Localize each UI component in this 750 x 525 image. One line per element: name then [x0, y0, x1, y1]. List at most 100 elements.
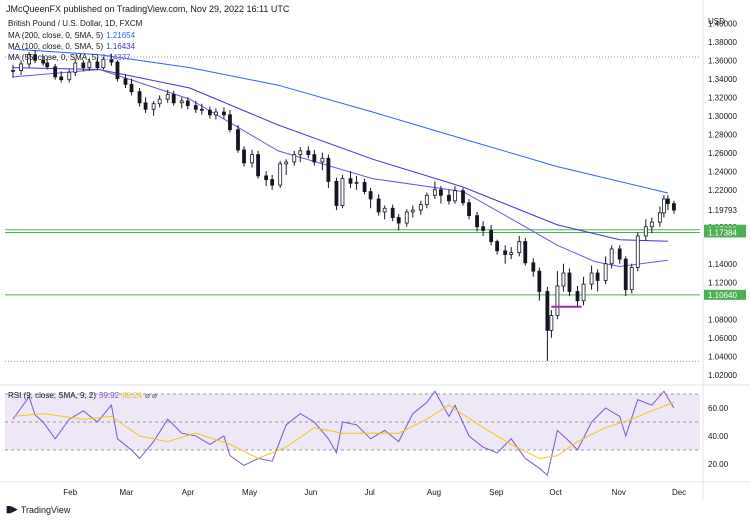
candle-body — [264, 175, 269, 180]
candle-body — [509, 252, 514, 255]
candle-body — [589, 272, 594, 285]
candle-body — [250, 154, 254, 164]
candle-body — [228, 114, 232, 131]
candle-body — [326, 157, 331, 182]
candle-body — [432, 189, 437, 196]
candle-body — [418, 204, 423, 211]
legend-ma100: MA (100, close, 0, SMA, 5) 1.16434 — [8, 42, 135, 51]
candle-body — [45, 62, 50, 68]
candle-body — [95, 61, 100, 69]
candle-body — [609, 248, 614, 265]
candle-body — [109, 58, 114, 63]
month-tick-label: Dec — [672, 488, 686, 497]
candle-body — [199, 108, 204, 111]
price-tick-label: 1.22000 — [708, 186, 737, 195]
candle-body — [467, 202, 471, 217]
candle-body — [354, 181, 359, 184]
candle-body — [672, 203, 676, 211]
legend-rsi-ma-value: 68.24 — [122, 391, 143, 400]
candle-body — [595, 272, 600, 281]
price-tick-label: 1.08000 — [708, 315, 737, 324]
month-tick-label: Jun — [304, 488, 317, 497]
candle-body — [643, 226, 648, 237]
candle-body — [661, 198, 666, 214]
month-tick-label: Oct — [549, 488, 562, 497]
candle-body — [214, 111, 218, 116]
legend-ma200-label: MA (200, close, 0, SMA, 5) — [8, 31, 104, 40]
candle-body — [334, 181, 339, 206]
candle-body — [129, 83, 134, 93]
candle-body — [635, 235, 640, 268]
moving-average-line — [12, 68, 668, 268]
candle-body — [382, 207, 387, 213]
currency-label: USD — [708, 17, 725, 26]
candle-body — [207, 109, 212, 116]
candle-body — [523, 241, 528, 264]
candle-body — [27, 54, 31, 65]
price-tick-label: 1.38000 — [708, 38, 737, 47]
candle-body — [242, 149, 246, 164]
price-tick-label: 1.28000 — [708, 130, 737, 139]
candle-body — [447, 194, 451, 202]
price-tick-label: 1.30000 — [708, 112, 737, 121]
candle-body — [11, 70, 15, 72]
candle-body — [617, 248, 622, 260]
footer-brand: ▮▶ TradingView — [6, 504, 70, 515]
candle-body — [143, 102, 148, 110]
month-tick-label: Sep — [489, 488, 504, 497]
candle-body — [312, 154, 317, 163]
candle-body — [649, 221, 654, 228]
price-tick-label: 1.34000 — [708, 75, 737, 84]
candle-body — [151, 103, 156, 110]
legend-ma100-label: MA (100, close, 0, SMA, 5) — [8, 42, 104, 51]
level-price-tag-label: 1.10640 — [708, 291, 737, 300]
candle-body — [567, 272, 572, 292]
candle-body — [489, 230, 494, 242]
level-price-tag-label: 1.17384 — [708, 228, 737, 237]
legend-rsi-value: 59.92 — [99, 391, 120, 400]
candle-body — [270, 179, 275, 186]
candle-body — [549, 315, 554, 331]
candle-body — [475, 215, 479, 228]
candle-body — [495, 241, 500, 252]
candle-body — [555, 285, 560, 316]
candle-body — [278, 163, 283, 186]
price-tick-label: 1.12000 — [708, 278, 737, 287]
candle-body — [517, 241, 522, 254]
candle-body — [390, 207, 395, 218]
candle-body — [424, 194, 429, 205]
candle-body — [179, 100, 184, 104]
legend-ma200-value: 1.21654 — [106, 31, 136, 40]
candle-body — [537, 270, 542, 292]
legend-ma100-value: 1.16434 — [106, 42, 136, 51]
candle-body — [404, 211, 409, 224]
price-tick-label: 1.24000 — [708, 167, 737, 176]
candle-body — [41, 59, 46, 64]
candle-body — [165, 94, 170, 100]
last-price-label: 1.19793 — [708, 206, 737, 215]
price-tick-label: 1.40000 — [708, 19, 737, 28]
candle-body — [629, 267, 634, 291]
candle-body — [171, 94, 176, 104]
candle-body — [306, 150, 311, 155]
month-tick-label: Jul — [365, 488, 375, 497]
candle-body — [481, 226, 485, 231]
candle-body — [298, 150, 303, 155]
rsi-tick-label: 20.00 — [708, 460, 729, 469]
level-price-tag — [704, 289, 746, 300]
candle-body — [396, 217, 401, 224]
footer-brand-text: TradingView — [20, 504, 71, 515]
price-tick-label: 1.14000 — [708, 260, 737, 269]
tradingview-logo-icon: ▮▶ — [6, 504, 17, 514]
candle-body — [292, 154, 297, 163]
price-tick-label: 1.06000 — [708, 334, 737, 343]
candle-body — [101, 58, 106, 69]
candle-body — [193, 105, 198, 110]
candle-body — [157, 98, 162, 105]
moving-average-line — [12, 48, 669, 194]
month-tick-label: Feb — [63, 488, 77, 497]
legend-rsi: RSI (9, close, SMA, 9, 2) 59.92 68.24 ⌀ ⌀ — [8, 391, 157, 400]
month-tick-label: Aug — [427, 488, 441, 497]
candle-body — [340, 178, 345, 206]
